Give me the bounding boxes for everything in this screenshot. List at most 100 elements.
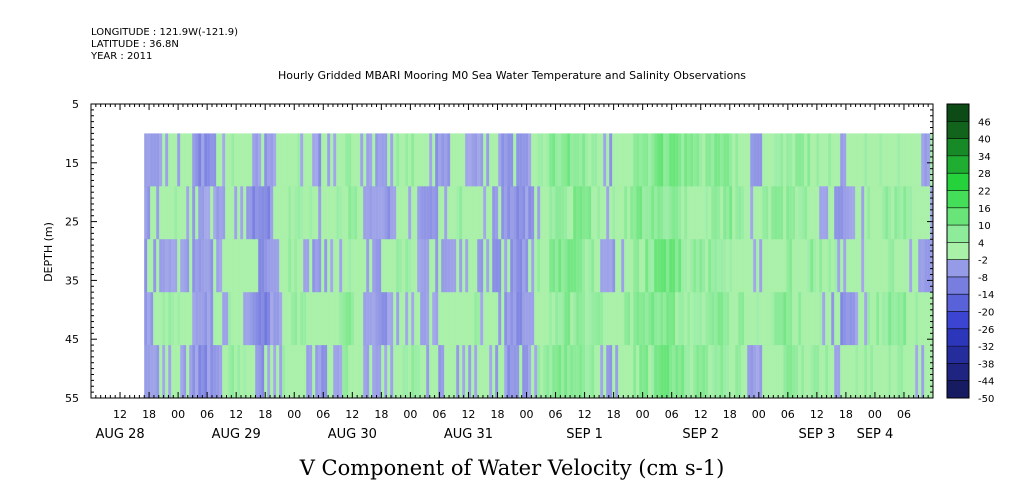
heatmap-cell bbox=[633, 133, 637, 187]
heatmap-cell bbox=[777, 186, 781, 240]
heatmap-cell bbox=[630, 133, 634, 187]
heatmap-cell bbox=[909, 133, 913, 187]
heatmap-cell bbox=[852, 239, 856, 293]
heatmap-cell bbox=[591, 292, 595, 346]
heatmap-cell bbox=[708, 239, 712, 293]
heatmap-cell bbox=[762, 133, 766, 187]
heatmap-cell bbox=[894, 239, 898, 293]
heatmap-cell bbox=[666, 133, 670, 187]
colorbar-label: -14 bbox=[978, 290, 994, 301]
heatmap-cell bbox=[552, 186, 556, 240]
heatmap-cell bbox=[555, 186, 559, 240]
heatmap-cell bbox=[171, 133, 175, 187]
colorbar-label: -20 bbox=[978, 308, 994, 319]
heatmap-cell bbox=[669, 239, 673, 293]
heatmap-cell bbox=[177, 345, 181, 399]
heatmap-cell bbox=[789, 345, 793, 399]
heatmap-cell bbox=[825, 239, 829, 293]
heatmap-cell bbox=[675, 133, 679, 187]
heatmap-cell bbox=[810, 186, 814, 240]
heatmap-cell bbox=[297, 292, 301, 346]
heatmap-cell bbox=[396, 186, 400, 240]
heatmap-cell bbox=[726, 292, 730, 346]
heatmap-cell bbox=[579, 292, 583, 346]
heatmap-cell bbox=[225, 239, 229, 293]
heatmap-cell bbox=[684, 133, 688, 187]
heatmap-cell bbox=[531, 239, 535, 293]
heatmap-cell bbox=[549, 186, 553, 240]
heatmap-cell bbox=[351, 239, 355, 293]
heatmap-cell bbox=[198, 239, 202, 293]
heatmap-cell bbox=[324, 133, 328, 187]
heatmap-cell bbox=[648, 133, 652, 187]
heatmap-cell bbox=[339, 239, 343, 293]
heatmap-cell bbox=[888, 186, 892, 240]
heatmap-cell bbox=[435, 292, 439, 346]
heatmap-cell bbox=[537, 133, 541, 187]
heatmap-cell bbox=[420, 186, 424, 240]
heatmap-cell bbox=[180, 186, 184, 240]
heatmap-cell bbox=[843, 239, 847, 293]
heatmap-cell bbox=[642, 345, 646, 399]
heatmap-cell bbox=[600, 292, 604, 346]
heatmap-cell bbox=[312, 292, 316, 346]
heatmap-cell bbox=[411, 292, 415, 346]
heatmap-cell bbox=[879, 239, 883, 293]
heatmap-cell bbox=[498, 133, 502, 187]
heatmap-cell bbox=[498, 186, 502, 240]
heatmap-cell bbox=[243, 239, 247, 293]
heatmap-cell bbox=[702, 239, 706, 293]
heatmap-cell bbox=[678, 345, 682, 399]
heatmap-cell bbox=[363, 292, 367, 346]
heatmap-cell bbox=[663, 186, 667, 240]
heatmap-cell bbox=[423, 186, 427, 240]
heatmap-cell bbox=[147, 133, 151, 187]
heatmap-cell bbox=[231, 345, 235, 399]
heatmap-cell bbox=[600, 239, 604, 293]
heatmap-cell bbox=[519, 186, 523, 240]
heatmap-cell bbox=[684, 239, 688, 293]
x-hour-label: 18 bbox=[258, 408, 272, 421]
heatmap-cell bbox=[237, 239, 241, 293]
heatmap-cell bbox=[195, 133, 199, 187]
heatmap-cell bbox=[486, 186, 490, 240]
heatmap-cell bbox=[204, 186, 208, 240]
heatmap-cell bbox=[531, 133, 535, 187]
heatmap-cell bbox=[294, 133, 298, 187]
heatmap-cell bbox=[396, 292, 400, 346]
heatmap-cell bbox=[573, 292, 577, 346]
x-date-label: AUG 31 bbox=[444, 427, 493, 442]
heatmap-cell bbox=[918, 239, 922, 293]
heatmap-cell bbox=[849, 239, 853, 293]
heatmap-cell bbox=[585, 345, 589, 399]
heatmap-cell bbox=[771, 345, 775, 399]
heatmap-cell bbox=[786, 292, 790, 346]
heatmap-cell bbox=[807, 292, 811, 346]
heatmap-cell bbox=[765, 292, 769, 346]
heatmap-cell bbox=[843, 345, 847, 399]
heatmap-cell bbox=[606, 239, 610, 293]
heatmap-cell bbox=[573, 133, 577, 187]
heatmap-cell bbox=[330, 133, 334, 187]
heatmap-cell bbox=[912, 239, 916, 293]
heatmap-cell bbox=[435, 239, 439, 293]
heatmap-cell bbox=[222, 133, 226, 187]
heatmap-cell bbox=[582, 133, 586, 187]
heatmap-cell bbox=[414, 133, 418, 187]
heatmap-cell bbox=[612, 345, 616, 399]
heatmap-cell bbox=[405, 186, 409, 240]
heatmap-cell bbox=[636, 239, 640, 293]
heatmap-cell bbox=[660, 186, 664, 240]
x-axis: 12 18 00 06 12 18 00 06 12 18 00 06 12 18 00 06 12 18 00 06… bbox=[90, 104, 934, 442]
heatmap-cell bbox=[429, 186, 433, 240]
heatmap-cell bbox=[360, 239, 364, 293]
heatmap-cell bbox=[810, 239, 814, 293]
heatmap-cell bbox=[327, 239, 331, 293]
heatmap-cell bbox=[897, 133, 901, 187]
heatmap-cell bbox=[399, 186, 403, 240]
y-axis-label: DEPTH (m) bbox=[42, 222, 55, 282]
heatmap-cell bbox=[687, 345, 691, 399]
heatmap-cell bbox=[417, 186, 421, 240]
heatmap-cell bbox=[705, 186, 709, 240]
heatmap-cell bbox=[516, 186, 520, 240]
